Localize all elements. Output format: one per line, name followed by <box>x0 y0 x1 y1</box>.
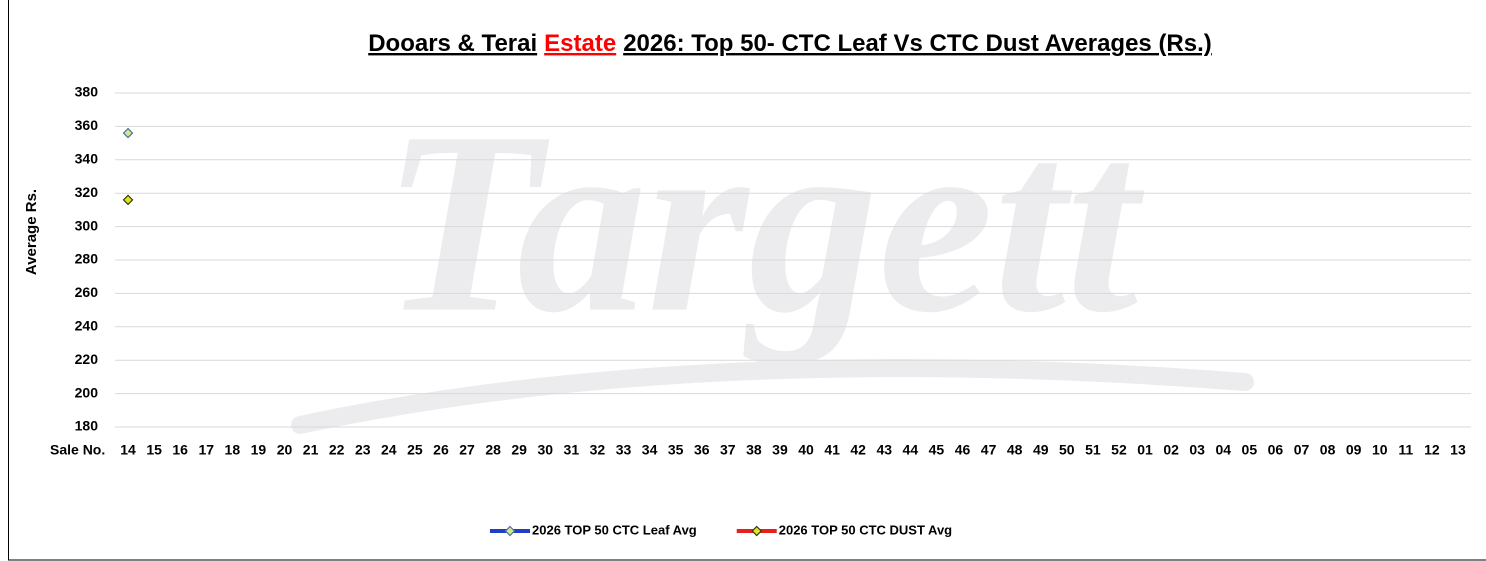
x-tick-label: 20 <box>277 442 293 458</box>
x-tick-label: 34 <box>642 442 658 458</box>
x-tick-label: 21 <box>303 442 319 458</box>
title-part: 2026: Top 50- CTC Leaf Vs CTC Dust Avera… <box>623 30 1212 57</box>
y-tick-label: 340 <box>75 151 99 167</box>
x-tick-label: 35 <box>668 442 684 458</box>
x-tick-label: 26 <box>433 442 449 458</box>
x-tick-label: 43 <box>876 442 892 458</box>
y-axis-label: Average Rs. <box>23 189 40 275</box>
x-tick-label: 12 <box>1424 442 1440 458</box>
y-tick-label: 380 <box>75 84 99 100</box>
x-tick-label: 40 <box>798 442 814 458</box>
x-tick-label: 19 <box>251 442 267 458</box>
x-tick-label: 30 <box>537 442 553 458</box>
x-tick-label: 49 <box>1033 442 1049 458</box>
legend-swatch-marker <box>751 525 763 537</box>
x-tick-label: 06 <box>1268 442 1284 458</box>
y-tick-label: 260 <box>75 284 99 300</box>
x-tick-label: 08 <box>1320 442 1336 458</box>
x-tick-label: 51 <box>1085 442 1101 458</box>
data-point <box>122 127 134 139</box>
x-tick-label: 05 <box>1242 442 1258 458</box>
y-tick-label: 200 <box>75 384 99 400</box>
x-tick-label: 28 <box>485 442 501 458</box>
y-tick-label: 320 <box>75 184 99 200</box>
x-tick-label: 10 <box>1372 442 1388 458</box>
x-tick-label: 38 <box>746 442 762 458</box>
x-tick-label: 02 <box>1163 442 1179 458</box>
x-tick-label: 24 <box>381 442 397 458</box>
x-tick-label: 44 <box>903 442 919 458</box>
x-tick-label: 47 <box>981 442 997 458</box>
x-tick-label: 46 <box>955 442 971 458</box>
x-tick-label: 45 <box>929 442 945 458</box>
x-tick-label: 15 <box>146 442 162 458</box>
x-tick-label: 22 <box>329 442 345 458</box>
watermark: Targett <box>382 79 1147 367</box>
x-tick-label: 50 <box>1059 442 1075 458</box>
y-tick-label: 360 <box>75 117 99 133</box>
x-tick-label: 42 <box>850 442 866 458</box>
x-tick-label: 18 <box>225 442 241 458</box>
x-tick-label: 33 <box>616 442 632 458</box>
y-tick-label: 180 <box>75 418 99 434</box>
x-tick-label: 41 <box>824 442 840 458</box>
x-tick-label: 14 <box>120 442 136 458</box>
x-tick-label: 23 <box>355 442 371 458</box>
x-axis-label: Sale No. <box>50 442 105 458</box>
x-tick-label: 39 <box>772 442 788 458</box>
data-point <box>122 194 134 206</box>
legend-swatch-marker <box>504 525 516 537</box>
y-tick-label: 220 <box>75 351 99 367</box>
title-part: Dooars & Terai <box>368 30 537 57</box>
x-tick-label: 03 <box>1189 442 1205 458</box>
x-tick-label: 16 <box>172 442 188 458</box>
x-tick-label: 48 <box>1007 442 1023 458</box>
y-tick-label: 240 <box>75 318 99 334</box>
x-tick-label: 25 <box>407 442 423 458</box>
x-tick-label: 01 <box>1137 442 1153 458</box>
y-tick-label: 300 <box>75 217 99 233</box>
x-tick-label: 09 <box>1346 442 1362 458</box>
x-tick-label: 04 <box>1215 442 1231 458</box>
x-tick-label: 36 <box>694 442 710 458</box>
x-tick-label: 27 <box>459 442 475 458</box>
x-tick-label: 11 <box>1398 442 1413 458</box>
x-tick-label: 13 <box>1450 442 1466 458</box>
x-tick-label: 31 <box>564 442 580 458</box>
x-tick-label: 37 <box>720 442 736 458</box>
x-tick-label: 32 <box>590 442 606 458</box>
legend-label: 2026 TOP 50 CTC Leaf Avg <box>532 522 697 537</box>
chart-title: Dooars & Terai Estate 2026: Top 50- CTC Le… <box>368 30 1212 57</box>
x-tick-label: 29 <box>511 442 527 458</box>
legend-label: 2026 TOP 50 CTC DUST Avg <box>779 522 952 537</box>
x-tick-label: 07 <box>1294 442 1310 458</box>
watermark-swoosh <box>291 359 1254 434</box>
title-part: Estate <box>544 30 616 57</box>
y-tick-label: 280 <box>75 251 99 267</box>
x-tick-label: 52 <box>1111 442 1127 458</box>
x-tick-label: 17 <box>198 442 214 458</box>
